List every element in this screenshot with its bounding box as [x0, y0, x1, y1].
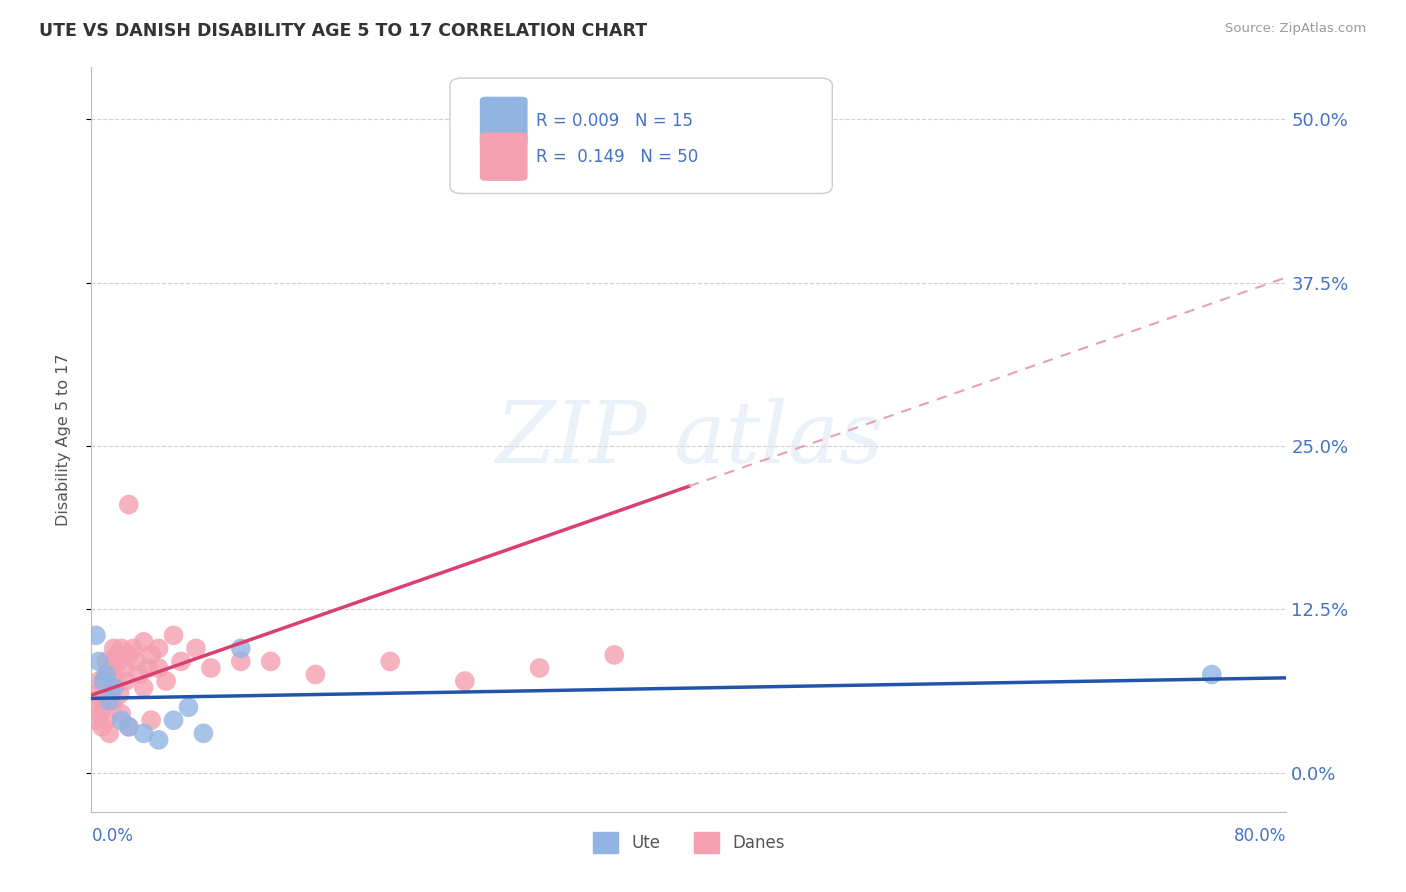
Point [118, 720, 141, 734]
Point [103, 681, 125, 695]
Point [118, 498, 141, 512]
Point [229, 655, 252, 669]
Point [97, 667, 120, 681]
Point [259, 655, 281, 669]
Point [162, 628, 184, 642]
Text: 80.0%: 80.0% [1234, 828, 1286, 846]
Point [104, 674, 127, 689]
Point [110, 706, 132, 721]
FancyBboxPatch shape [479, 132, 527, 181]
Point [96, 713, 118, 727]
Point [96, 655, 118, 669]
Text: Source: ZipAtlas.com: Source: ZipAtlas.com [1226, 22, 1367, 36]
Point [136, 661, 159, 675]
Text: ZIP atlas: ZIP atlas [495, 398, 883, 481]
Point [170, 655, 193, 669]
Point [122, 641, 145, 656]
Y-axis label: Disability Age 5 to 17: Disability Age 5 to 17 [56, 353, 70, 525]
Point [229, 641, 252, 656]
Legend: Ute, Danes: Ute, Danes [586, 826, 792, 859]
Point [105, 648, 128, 662]
Point [132, 726, 155, 740]
Point [83, 693, 105, 707]
Point [98, 693, 121, 707]
Point [128, 667, 150, 681]
Point [101, 661, 124, 675]
Point [118, 720, 141, 734]
Text: 0.0%: 0.0% [91, 828, 134, 846]
Point [90, 720, 112, 734]
Text: UTE VS DANISH DISABILITY AGE 5 TO 17 CORRELATION CHART: UTE VS DANISH DISABILITY AGE 5 TO 17 COR… [39, 22, 648, 40]
Point [87, 674, 110, 689]
Point [84, 628, 107, 642]
Point [603, 648, 626, 662]
Point [141, 648, 162, 662]
Point [103, 641, 125, 656]
Point [89, 706, 111, 721]
Point [148, 641, 170, 656]
Point [304, 667, 326, 681]
Point [184, 641, 207, 656]
Point [177, 700, 200, 714]
Point [110, 641, 132, 656]
Point [200, 661, 222, 675]
Point [148, 732, 170, 747]
Point [100, 681, 122, 695]
Point [529, 661, 551, 675]
FancyBboxPatch shape [479, 96, 527, 145]
Point [782, 152, 804, 166]
Point [93, 700, 115, 714]
Point [378, 655, 402, 669]
Point [155, 674, 177, 689]
Text: R =  0.149   N = 50: R = 0.149 N = 50 [536, 148, 699, 166]
Point [84, 713, 107, 727]
Point [114, 674, 136, 689]
Point [87, 655, 110, 669]
Point [141, 713, 162, 727]
Point [103, 693, 125, 707]
Point [193, 726, 215, 740]
Point [86, 687, 108, 701]
Point [1201, 667, 1223, 681]
Point [94, 674, 117, 689]
Point [96, 667, 118, 681]
Point [162, 713, 184, 727]
Point [148, 661, 170, 675]
Point [108, 687, 131, 701]
Point [454, 674, 477, 689]
FancyBboxPatch shape [450, 78, 832, 194]
Point [93, 674, 115, 689]
Point [125, 655, 148, 669]
Point [98, 726, 121, 740]
Point [112, 661, 135, 675]
Point [110, 713, 132, 727]
Point [118, 648, 141, 662]
Point [132, 635, 155, 649]
Point [132, 681, 155, 695]
Text: R = 0.009   N = 15: R = 0.009 N = 15 [536, 112, 693, 130]
Point [107, 655, 129, 669]
